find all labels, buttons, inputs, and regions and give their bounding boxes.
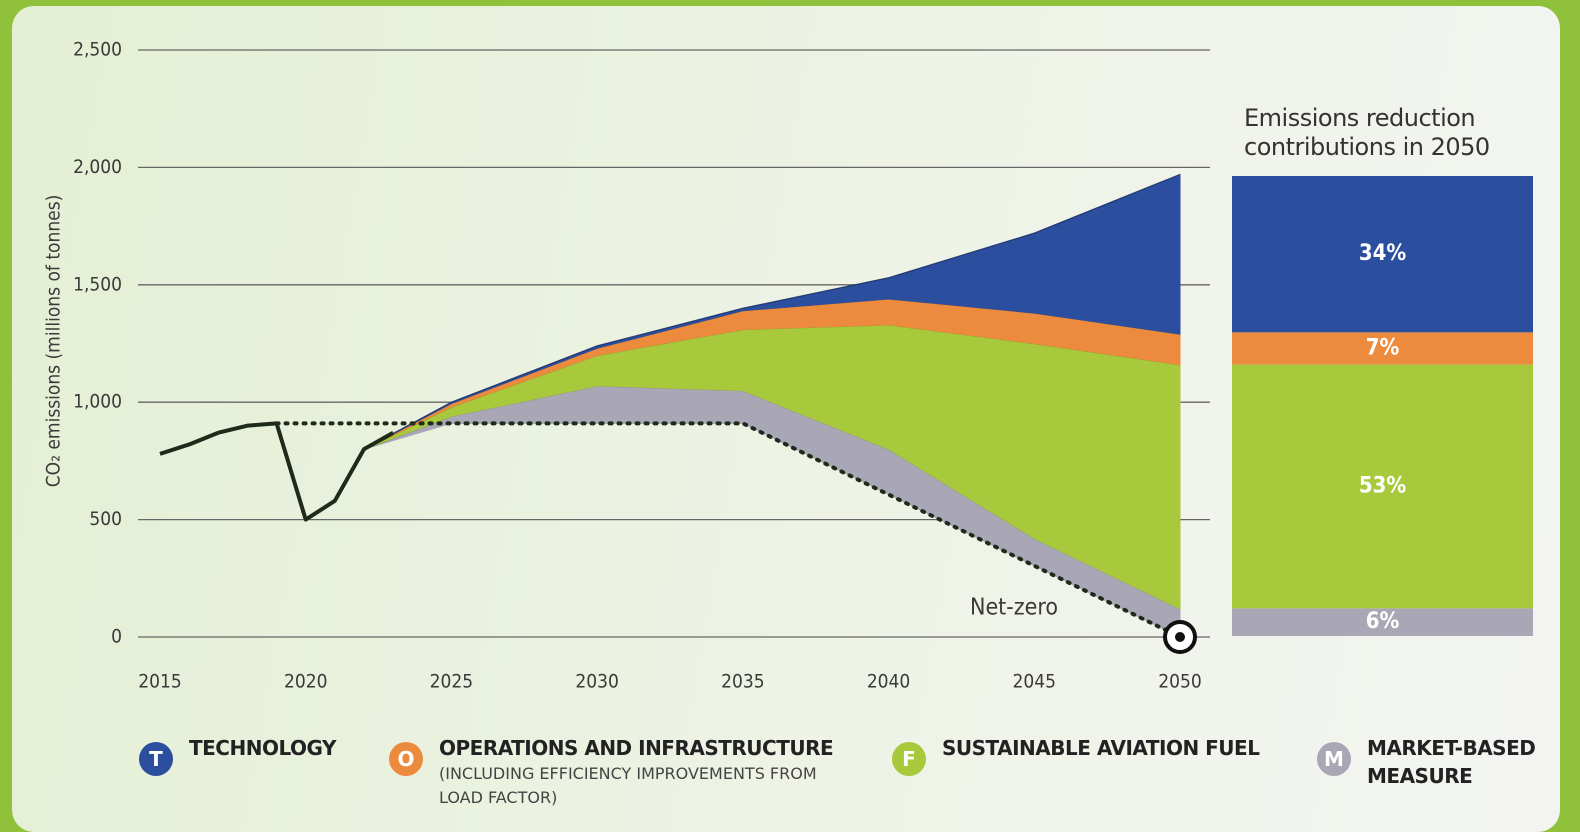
- legend-icon: F: [892, 742, 926, 776]
- bar-segment: [1232, 332, 1533, 365]
- legend-item: O OPERATIONS AND INFRASTRUCTURE (INCLUDING…: [389, 734, 834, 810]
- y-tick-label: 1,500: [73, 273, 122, 295]
- x-tick-label: 2030: [575, 671, 619, 693]
- y-tick-label: 500: [89, 508, 122, 530]
- x-tick-label: 2045: [1013, 671, 1057, 693]
- legend-label: TECHNOLOGY: [189, 736, 336, 760]
- x-tick-label: 2020: [284, 671, 328, 693]
- legend-label: MARKET-BASED MEASURE: [1367, 736, 1536, 788]
- bar-label: 6%: [1366, 609, 1400, 634]
- y-tick-label: 0: [111, 626, 122, 648]
- bar-label: 53%: [1359, 474, 1407, 499]
- legend-icon: M: [1317, 742, 1351, 776]
- x-tick-label: 2015: [138, 671, 182, 693]
- legend-text: TECHNOLOGY: [189, 734, 336, 762]
- x-tick-label: 2025: [430, 671, 474, 693]
- area: [363, 173, 1181, 450]
- area-edge: [363, 173, 1181, 450]
- y-tick-label: 2,000: [73, 156, 122, 178]
- x-tick-label: 2040: [867, 671, 911, 693]
- legend-item: T TECHNOLOGY: [139, 734, 336, 776]
- history-line: [159, 421, 395, 522]
- x-tick-label: 2050: [1158, 671, 1202, 693]
- bar-label: 7%: [1366, 336, 1400, 361]
- legend-text: SUSTAINABLE AVIATION FUEL: [942, 734, 1260, 762]
- legend-label: SUSTAINABLE AVIATION FUEL: [942, 736, 1260, 760]
- legend-text: MARKET-BASED MEASURE: [1367, 734, 1547, 790]
- bar-title: Emissions reduction contributions in 205…: [1244, 104, 1490, 161]
- y-tick-label: 1,000: [73, 391, 122, 413]
- y-tick-label: 2,500: [73, 39, 122, 61]
- bar-segment: [1232, 364, 1533, 609]
- legend-icon: T: [139, 742, 173, 776]
- bar-segment: [1232, 608, 1533, 636]
- bar-label: 34%: [1359, 241, 1407, 266]
- legend-item: M MARKET-BASED MEASURE: [1317, 734, 1547, 790]
- legend-text: OPERATIONS AND INFRASTRUCTURE (INCLUDING …: [439, 734, 834, 810]
- legend-item: F SUSTAINABLE AVIATION FUEL: [892, 734, 1260, 776]
- card: CO₂ emissions (millions of tonnes) 0 500 1…: [12, 6, 1560, 832]
- bar-segment: [1232, 176, 1533, 333]
- annotation: Net-zero: [970, 595, 1058, 621]
- chart: CO₂ emissions (millions of tonnes) 0 500 1…: [43, 39, 1533, 693]
- y-axis-label: CO₂ emissions (millions of tonnes): [43, 195, 65, 488]
- x-tick-label: 2035: [721, 671, 765, 693]
- target-marker-dot: [1175, 632, 1185, 642]
- net-zero-path: [274, 421, 1182, 639]
- legend-icon: O: [389, 742, 423, 776]
- legend-label: OPERATIONS AND INFRASTRUCTURE: [439, 736, 834, 760]
- legend-detail: (INCLUDING EFFICIENCY IMPROVEMENTS FROM …: [439, 764, 817, 807]
